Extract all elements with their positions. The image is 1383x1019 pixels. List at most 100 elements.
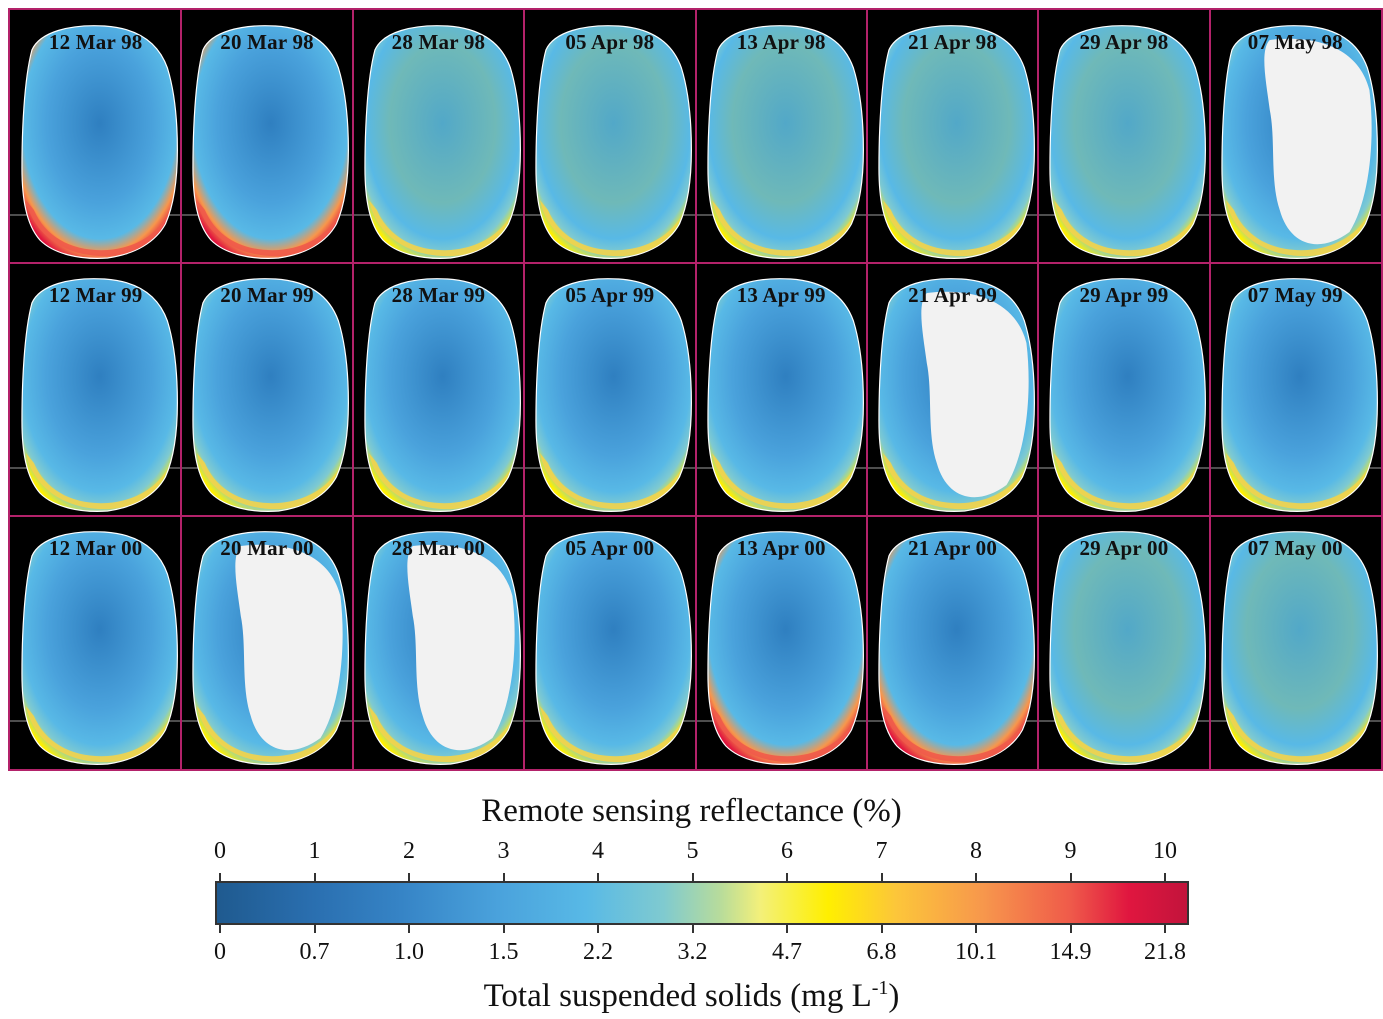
panel-1-5: 13 Apr 98 [695, 10, 867, 263]
panel-date-label: 29 Apr 98 [1079, 30, 1169, 54]
colorbar-bottom-tick [502, 925, 505, 933]
colorbar-bottom-tick [1164, 925, 1166, 933]
grid-divider-vertical [865, 10, 868, 769]
colorbar-top-tick-label: 2 [403, 838, 415, 864]
panel-2-1: 12 Mar 99 [10, 263, 182, 516]
colorbar-top-tick [313, 873, 316, 881]
colorbar-bottom-tick [786, 925, 788, 933]
colorbar-top-tick [691, 873, 694, 881]
panel-date-label: 29 Apr 00 [1079, 536, 1169, 560]
panel-date-label: 21 Apr 98 [908, 30, 998, 54]
colorbar-top-tick-label: 4 [592, 838, 604, 864]
colorbar-bottom-title: Total suspended solids (mg L-1) [0, 978, 1383, 1015]
colorbar-bottom-tick [691, 925, 694, 933]
colorbar-top-title: Remote sensing reflectance (%) [481, 793, 902, 829]
panel-2-8: 07 May 99 [1209, 263, 1381, 516]
panel-2-3: 28 Mar 99 [352, 263, 525, 516]
panel-date-label: 28 Mar 99 [391, 283, 486, 307]
panel-date-label: 12 Mar 00 [48, 536, 143, 560]
panel-3-6: 21 Apr 00 [866, 516, 1039, 769]
colorbar-top-tick [597, 873, 599, 881]
grid-divider-vertical [351, 10, 354, 769]
panel-date-label: 07 May 00 [1247, 536, 1343, 560]
panel-3-1: 12 Mar 00 [10, 516, 182, 769]
panel-date-label: 13 Apr 00 [736, 536, 826, 560]
lake-map-image [181, 278, 353, 512]
colorbar-bottom-tick [219, 925, 221, 933]
lake-map-image [695, 25, 867, 259]
lake-map-image [1209, 531, 1381, 765]
panel-date-label: 21 Apr 00 [908, 536, 998, 560]
panel-1-8: 07 May 98 [1209, 10, 1381, 263]
panel-date-label: 07 May 99 [1247, 283, 1343, 307]
panel-1-1: 12 Mar 98 [10, 10, 182, 263]
grid-divider-vertical [1037, 10, 1040, 769]
lake-map-image [1209, 25, 1381, 259]
colorbar-bottom-tick-label: 1.0 [394, 939, 424, 965]
colorbar-top-tick-label: 1 [308, 838, 321, 864]
panel-2-4: 05 Apr 99 [524, 263, 696, 516]
colorbar-top-tick [880, 873, 883, 881]
panel-1-3: 28 Mar 98 [352, 10, 525, 263]
colorbar-bottom-tick-label: 3.2 [677, 939, 708, 965]
colorbar-top-tick [408, 873, 410, 881]
colorbar-bottom-tick [1069, 925, 1072, 933]
grid-divider-vertical [1208, 10, 1211, 769]
grid-divider-horizontal [10, 515, 1381, 517]
lake-map-image [1038, 25, 1210, 259]
panel-1-4: 05 Apr 98 [524, 10, 696, 263]
panel-date-label: 05 Apr 00 [565, 536, 655, 560]
colorbar-bottom-title-sup: -1 [871, 977, 889, 999]
panel-date-label: 13 Apr 98 [736, 30, 826, 54]
lake-map-image [10, 278, 182, 512]
colorbar-top-tick-label: 8 [970, 838, 982, 864]
panel-date-label: 20 Mar 00 [220, 536, 314, 560]
lake-map-image [524, 25, 696, 259]
colorbar-top-tick-label: 5 [686, 838, 699, 864]
lake-map-image [524, 278, 696, 512]
panel-2-5: 13 Apr 99 [695, 263, 867, 516]
grid-divider-vertical [694, 10, 697, 769]
panel-3-4: 05 Apr 00 [524, 516, 696, 769]
lake-map-image [10, 25, 182, 259]
panel-3-7: 29 Apr 00 [1038, 516, 1210, 769]
colorbar-bottom-tick-label: 4.7 [772, 939, 802, 965]
panel-3-3: 28 Mar 00 [352, 516, 525, 769]
grid-divider-horizontal [10, 262, 1381, 264]
panel-1-7: 29 Apr 98 [1038, 10, 1210, 263]
panel-date-label: 05 Apr 99 [565, 283, 655, 307]
colorbar-top-tick-label: 6 [781, 838, 793, 864]
panel-date-label: 28 Mar 98 [391, 30, 486, 54]
colorbar-bottom-tick-label: 21.8 [1144, 939, 1186, 965]
panel-2-6: 21 Apr 99 [866, 263, 1039, 516]
colorbar-top-tick [219, 873, 221, 881]
panel-1-6: 21 Apr 98 [866, 10, 1039, 263]
panel-date-label: 21 Apr 99 [908, 283, 998, 307]
colorbar [215, 881, 1189, 925]
panel-3-8: 07 May 00 [1209, 516, 1381, 769]
colorbar-bottom-tick-label: 2.2 [583, 939, 613, 965]
panel-date-label: 29 Apr 99 [1079, 283, 1169, 307]
colorbar-top-tick [1069, 873, 1072, 881]
grid-divider-vertical [180, 10, 183, 769]
colorbar-bottom-tick-label: 1.5 [488, 939, 519, 965]
panel-date-label: 28 Mar 00 [391, 536, 486, 560]
lake-map-image [1209, 278, 1381, 512]
panel-3-5: 13 Apr 00 [695, 516, 867, 769]
lake-map-image [352, 531, 525, 765]
lake-map-image [695, 531, 867, 765]
panel-date-label: 12 Mar 99 [48, 283, 143, 307]
panel-3-2: 20 Mar 00 [181, 516, 353, 769]
colorbar-bottom-tick [880, 925, 883, 933]
lake-map-image [181, 531, 353, 765]
panel-date-label: 05 Apr 98 [565, 30, 655, 54]
colorbar-top-tick [1164, 873, 1166, 881]
colorbar-bottom-tick [408, 925, 410, 933]
colorbar-bottom-tick-label: 6.8 [866, 939, 897, 965]
colorbar-bottom-tick [597, 925, 599, 933]
lake-map-image [1038, 531, 1210, 765]
colorbar-bottom-tick-label: 14.9 [1049, 939, 1092, 965]
colorbar-top-tick [975, 873, 977, 881]
panel-date-label: 13 Apr 99 [736, 283, 826, 307]
lake-map-image [695, 278, 867, 512]
